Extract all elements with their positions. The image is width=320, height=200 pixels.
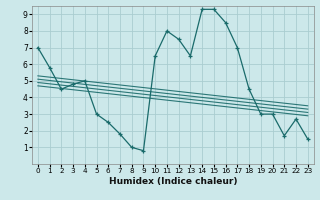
X-axis label: Humidex (Indice chaleur): Humidex (Indice chaleur) xyxy=(108,177,237,186)
